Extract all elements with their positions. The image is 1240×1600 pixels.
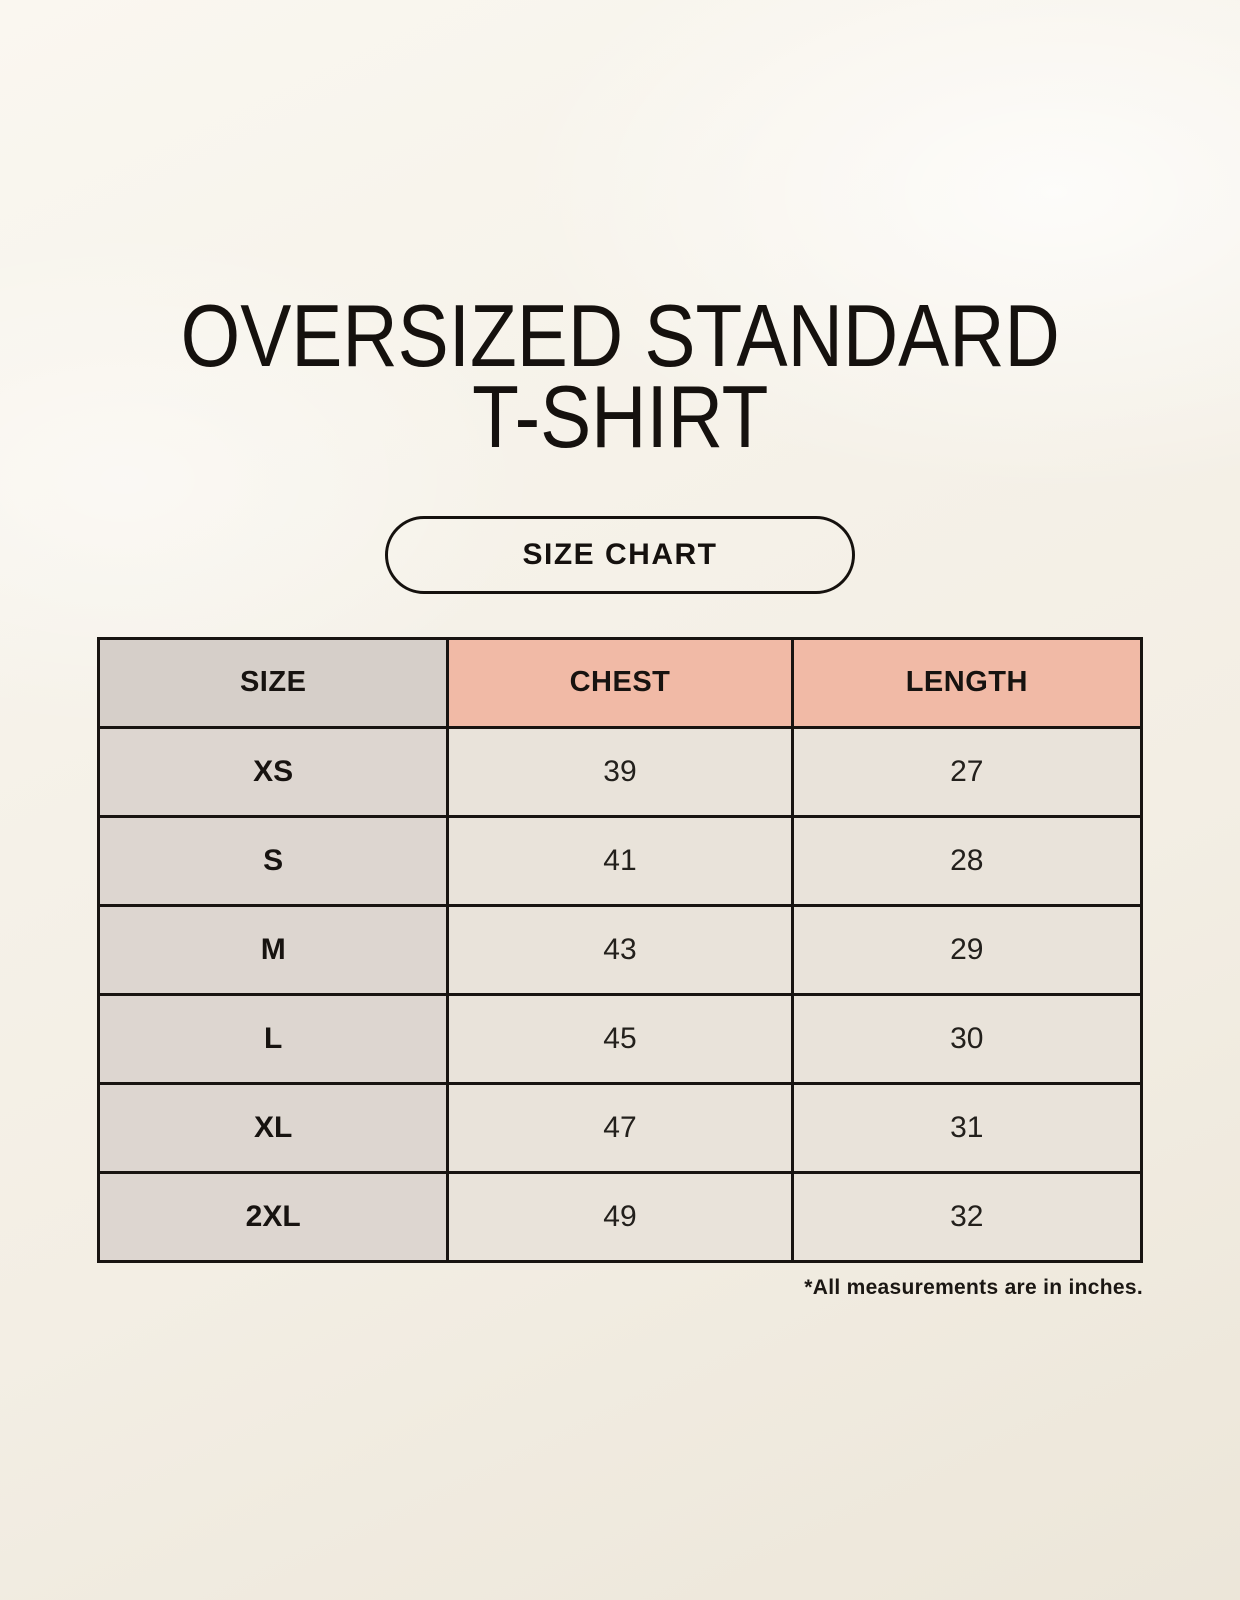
- table-row-s: S 41 28: [96, 814, 1144, 907]
- measurements-footnote: *All measurements are in inches.: [804, 1275, 1143, 1299]
- size-label: 2XL: [96, 1170, 450, 1263]
- table-header-row: SIZE CHEST LENGTH: [96, 636, 1144, 729]
- length-value: 28: [790, 814, 1144, 907]
- length-value: 31: [790, 1081, 1144, 1174]
- column-header-chest: CHEST: [446, 636, 794, 729]
- table-header: SIZE CHEST LENGTH: [96, 636, 1144, 729]
- table-row-l: L 45 30: [96, 992, 1144, 1085]
- table-row-m: M 43 29: [96, 903, 1144, 996]
- size-label: S: [96, 814, 450, 907]
- size-label: L: [96, 992, 450, 1085]
- chest-value: 45: [446, 992, 794, 1085]
- chest-value: 39: [446, 725, 794, 818]
- size-label: XL: [96, 1081, 450, 1174]
- table-row-xs: XS 39 27: [96, 725, 1144, 818]
- table-row-2xl: 2XL 49 32: [96, 1170, 1144, 1263]
- page-title: OVERSIZED STANDARD T-SHIRT: [0, 0, 1240, 461]
- size-chart-button-row: SIZE CHART: [0, 515, 1240, 594]
- length-value: 32: [790, 1170, 1144, 1263]
- table-body: XS 39 27 S 41 28 M 43 29 L 45 30 XL 47: [96, 725, 1144, 1263]
- title-line-2: T-SHIRT: [471, 366, 769, 466]
- column-header-size: SIZE: [96, 636, 450, 729]
- length-value: 30: [790, 992, 1144, 1085]
- chest-value: 43: [446, 903, 794, 996]
- size-chart-table: SIZE CHEST LENGTH XS 39 27 S 41 28 M 43 …: [96, 636, 1144, 1263]
- column-header-length: LENGTH: [790, 636, 1144, 729]
- title-line-1: OVERSIZED STANDARD: [180, 286, 1060, 385]
- size-label: M: [96, 903, 450, 996]
- length-value: 29: [790, 903, 1144, 996]
- length-value: 27: [790, 725, 1144, 818]
- size-chart-button-label: SIZE CHART: [522, 537, 718, 571]
- table-row-xl: XL 47 31: [96, 1081, 1144, 1174]
- chest-value: 47: [446, 1081, 794, 1174]
- chest-value: 41: [446, 814, 794, 907]
- size-label: XS: [96, 725, 450, 818]
- size-chart-button[interactable]: SIZE CHART: [385, 515, 855, 594]
- chest-value: 49: [446, 1170, 794, 1263]
- page-title-text: OVERSIZED STANDARD T-SHIRT: [180, 292, 1059, 461]
